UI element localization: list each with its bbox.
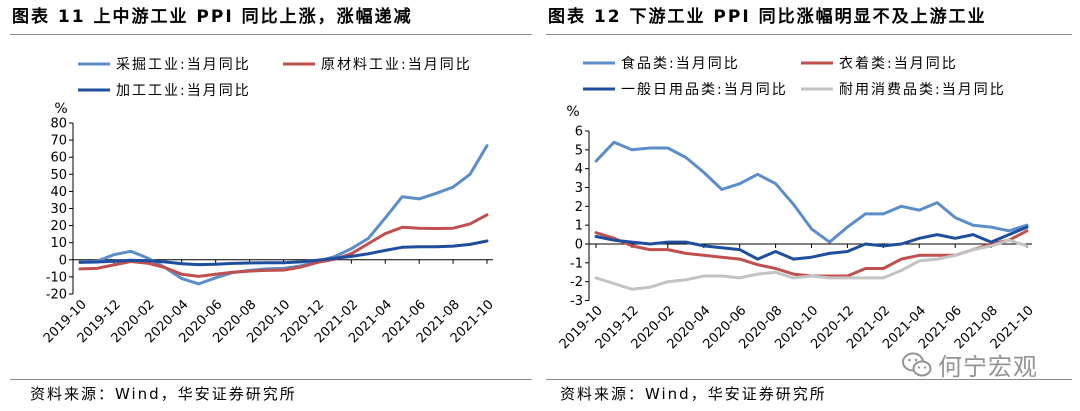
legend-item-durable-goods: 耐用消费品类:当月同比 <box>801 82 1006 98</box>
legend-item-raw-materials: 原材料工业:当月同比 <box>283 57 472 73</box>
y-tick-label: 10 <box>50 236 67 251</box>
y-tick-label: -20 <box>46 288 67 303</box>
y-tick-label: 60 <box>50 151 67 166</box>
legend-item-processing: 加工工业:当月同比 <box>78 83 251 99</box>
watermark-text: 何宁宏观 <box>938 353 1038 381</box>
y-axis-unit-label: % <box>566 104 579 120</box>
watermark: 何宁宏观 <box>902 347 1038 382</box>
y-tick-label: 80 <box>50 117 67 132</box>
y-tick-label: 30 <box>50 202 67 217</box>
series-line-food <box>594 140 1029 244</box>
y-tick-label: -1 <box>570 256 583 271</box>
chart-upstream-ppi: -20-1001020304050607080%2019-102019-1220… <box>41 57 497 346</box>
figure-11-title-rule <box>10 34 532 35</box>
y-tick-label: 3 <box>575 181 583 196</box>
legend-item-mining: 采掘工业:当月同比 <box>78 57 251 73</box>
y-tick-label: 70 <box>50 134 67 149</box>
y-tick-label: 20 <box>50 219 67 234</box>
y-tick-label: 0 <box>575 238 583 253</box>
y-tick-label: 2 <box>575 200 583 215</box>
series-line-durable-goods <box>594 238 1029 291</box>
figure-11-title: 图表 11 上中游工业 PPI 同比上涨，涨幅递减 <box>12 7 413 27</box>
legend-item-clothing: 衣着类:当月同比 <box>801 56 958 72</box>
figure-12-source: 资料来源：Wind，华安证券研究所 <box>560 385 827 403</box>
y-tick-label: 0 <box>59 253 67 268</box>
legend-label: 原材料工业:当月同比 <box>321 57 472 73</box>
y-tick-label: -3 <box>570 294 583 309</box>
series-line-mining <box>78 144 489 286</box>
legend-item-daily-goods: 一般日用品类:当月同比 <box>583 82 788 98</box>
y-tick-label: 6 <box>575 125 583 140</box>
legend-label: 采掘工业:当月同比 <box>116 57 251 73</box>
chart-downstream-ppi: -3-2-10123456%2019-102019-122020-022020-… <box>557 55 1037 352</box>
y-tick-label: 1 <box>575 219 583 234</box>
y-axis-unit-label: % <box>54 101 67 117</box>
figure-11-source: 资料来源：Wind，华安证券研究所 <box>30 385 297 403</box>
figure-12-title-rule <box>546 34 1072 35</box>
legend-label: 食品类:当月同比 <box>621 55 740 72</box>
figure-12-title: 图表 12 下游工业 PPI 同比涨幅明显不及上游工业 <box>548 7 987 27</box>
series-line-daily-goods <box>594 225 1029 261</box>
y-tick-label: 4 <box>575 162 583 177</box>
y-tick-label: 5 <box>575 143 583 158</box>
figure-11-source-rule <box>10 379 532 380</box>
y-tick-label: 40 <box>50 185 67 200</box>
legend-label: 衣着类:当月同比 <box>839 56 958 72</box>
y-tick-label: -2 <box>570 275 583 290</box>
series-line-processing <box>78 239 489 267</box>
y-tick-label: 50 <box>50 168 67 183</box>
figure-12-source-rule <box>546 379 1072 380</box>
legend-label: 耐用消费品类:当月同比 <box>839 82 1006 98</box>
series-line-raw-materials <box>78 213 489 278</box>
legend-item-food: 食品类:当月同比 <box>583 55 740 72</box>
legend-label: 一般日用品类:当月同比 <box>621 82 788 98</box>
wechat-logo-icon <box>902 352 932 376</box>
legend-label: 加工工业:当月同比 <box>116 83 251 99</box>
y-tick-label: -10 <box>46 270 67 285</box>
